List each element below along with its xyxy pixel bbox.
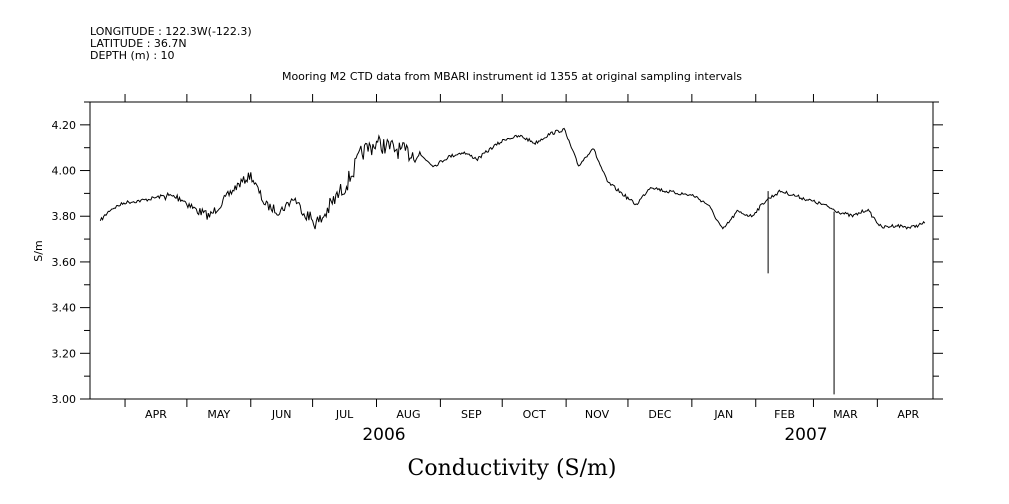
series-line xyxy=(99,127,926,230)
y-tick-label: 3.80 xyxy=(52,210,77,223)
depth-label: DEPTH (m) : 10 xyxy=(90,49,175,62)
x-tick-label: NOV xyxy=(585,408,610,421)
x-tick-label: FEB xyxy=(774,408,795,421)
x-tick-label: AUG xyxy=(396,408,420,421)
x-tick-label: DEC xyxy=(648,408,671,421)
chart-title: Mooring M2 CTD data from MBARI instrumen… xyxy=(282,70,742,83)
x-axis: APR MAY JUN JUL AUG SEP OCT NOV DEC JAN FEB MAR APR xyxy=(124,94,920,421)
longitude-label: LONGITUDE : 122.3W(-122.3) xyxy=(90,25,252,38)
y-tick-label: 3.60 xyxy=(52,256,77,269)
x-tick-label: JUL xyxy=(335,408,354,421)
y-axis: 3.00 3.20 3.40 3.60 3.80 4.00 4.20 xyxy=(52,101,943,406)
y-tick-label: 3.40 xyxy=(52,302,77,315)
y-axis-label: S/m xyxy=(32,240,45,261)
x-tick-label: MAY xyxy=(207,408,230,421)
x-tick-label: APR xyxy=(897,408,919,421)
year-label-2006: 2006 xyxy=(362,425,405,445)
x-tick-label: APR xyxy=(145,408,167,421)
plot-frame xyxy=(89,101,934,400)
y-tick-label: 3.00 xyxy=(52,393,77,406)
x-tick-label: JAN xyxy=(713,408,733,421)
year-label-2007: 2007 xyxy=(784,425,827,445)
main-title: Conductivity (S/m) xyxy=(408,456,617,481)
series-layer xyxy=(99,127,926,395)
x-tick-label: JUN xyxy=(271,408,292,421)
x-tick-label: MAR xyxy=(833,408,858,421)
y-tick-label: 4.00 xyxy=(52,165,77,178)
x-tick-label: SEP xyxy=(461,408,482,421)
latitude-label: LATITUDE : 36.7N xyxy=(90,37,187,50)
y-tick-label: 3.20 xyxy=(52,347,77,360)
y-tick-label: 4.20 xyxy=(52,119,77,132)
x-tick-label: OCT xyxy=(523,408,546,421)
